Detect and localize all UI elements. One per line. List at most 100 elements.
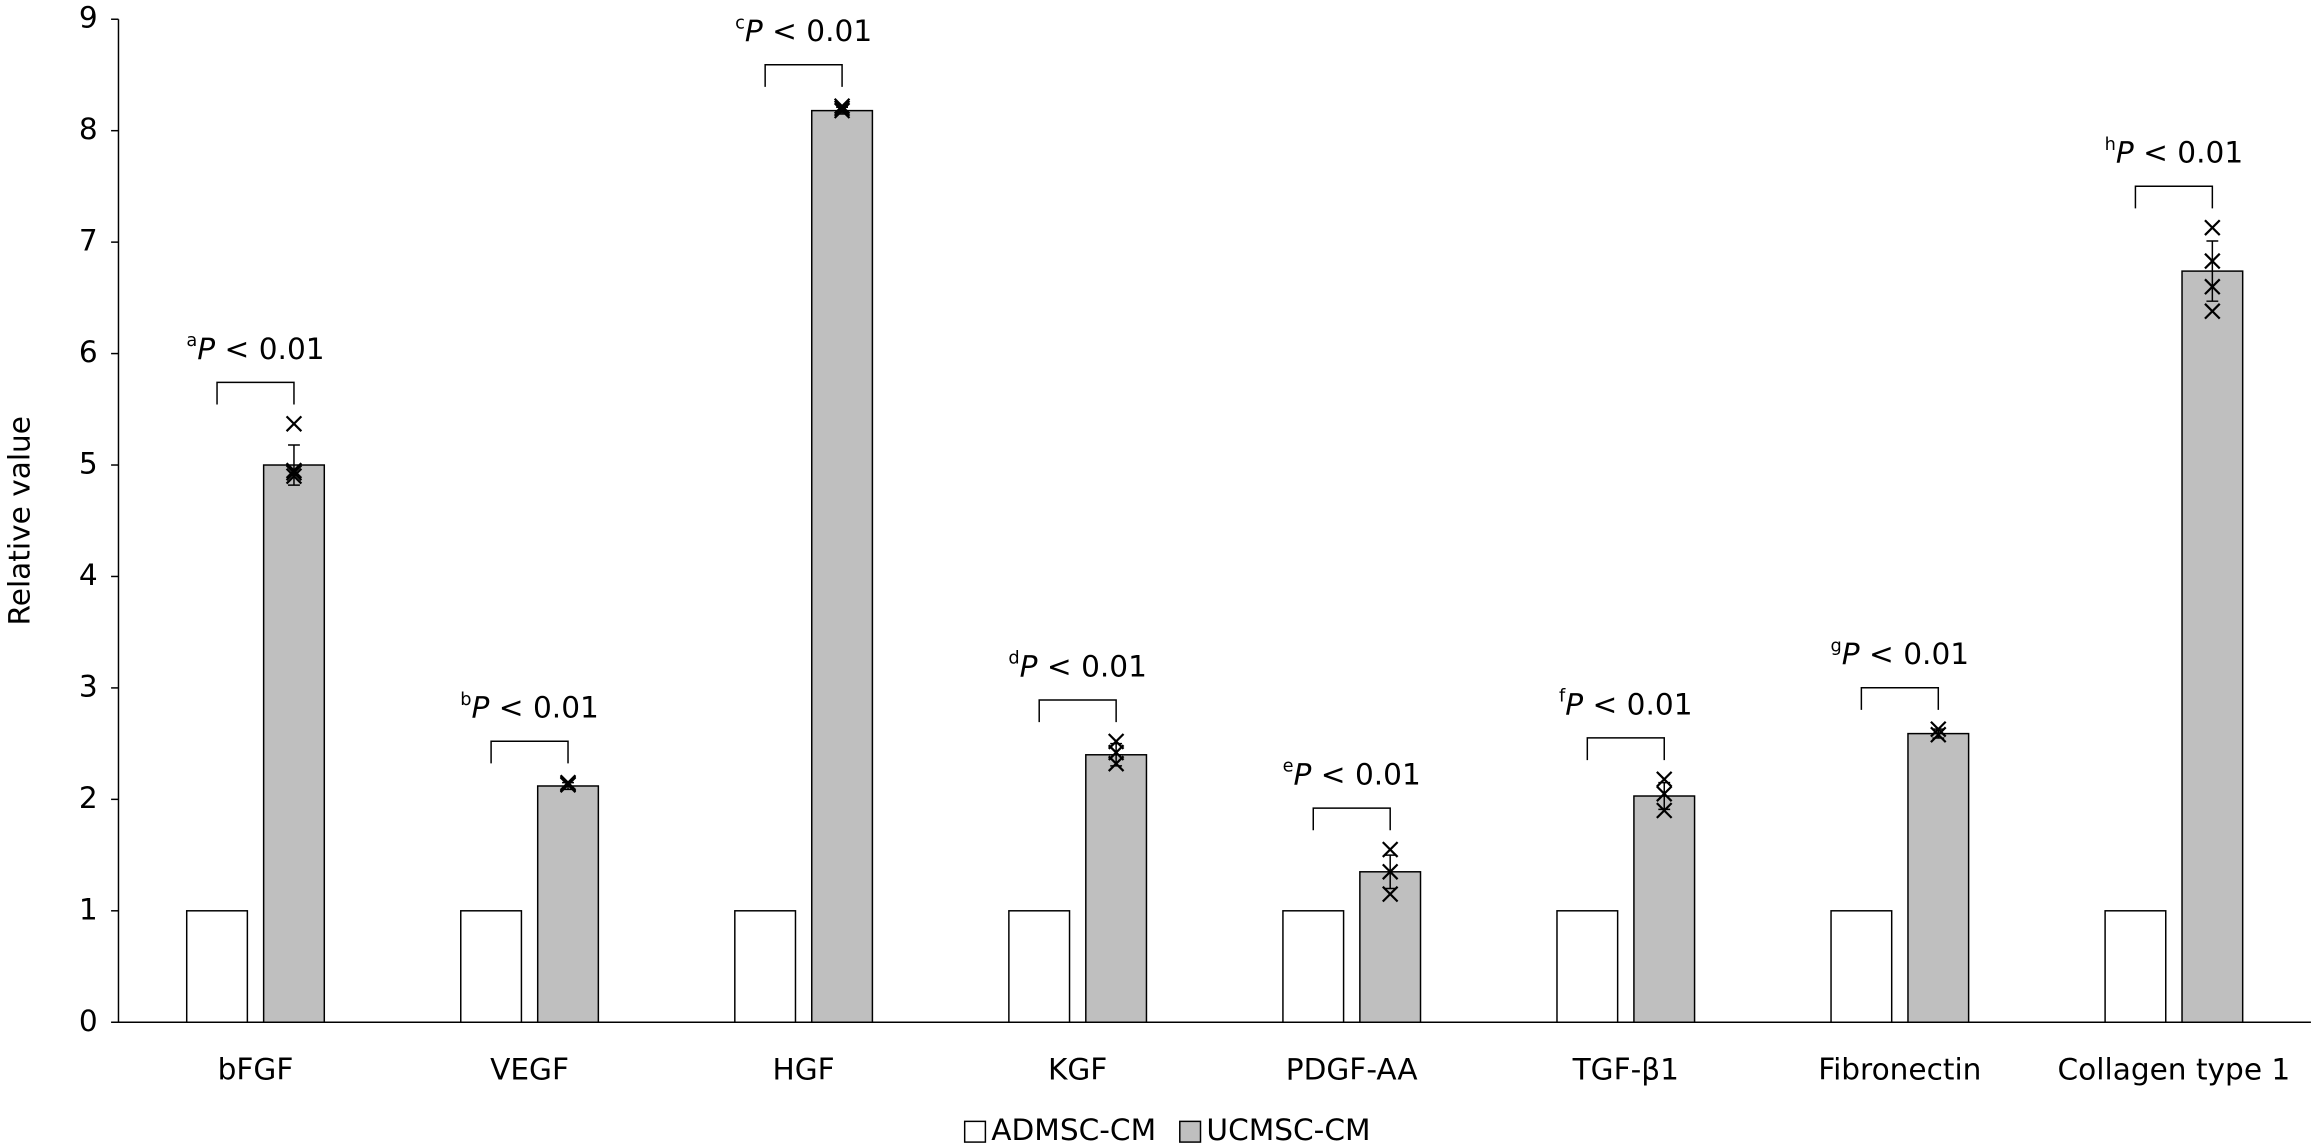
data-point (1382, 863, 1399, 880)
bar (2181, 270, 2244, 1023)
x-tick-label: bFGF (218, 1053, 294, 1087)
annotation-text: < 0.01 (1038, 649, 1147, 683)
legend-swatch (963, 1120, 987, 1143)
annotation-superscript: h (2105, 135, 2116, 155)
y-tick-label: 0 (79, 1004, 98, 1038)
data-point (833, 97, 851, 115)
legend-label: ADMSC-CM (991, 1113, 1156, 1147)
significance-bracket (216, 381, 295, 405)
data-point (285, 415, 303, 432)
significance-bracket (1312, 807, 1391, 831)
data-point (285, 467, 303, 485)
bar (1633, 795, 1696, 1023)
annotation-superscript: d (1008, 649, 1019, 669)
significance-bracket (764, 63, 843, 87)
annotation-superscript: f (1559, 686, 1566, 706)
x-tick-label: Fibronectin (1818, 1053, 1981, 1087)
y-tick-label: 3 (79, 669, 98, 703)
annotation-superscript: b (460, 690, 471, 710)
annotation-italic: P (1842, 637, 1860, 671)
error-bar (288, 444, 300, 486)
bar (1556, 910, 1619, 1023)
y-tick-label: 7 (79, 224, 98, 258)
x-tick-label: KGF (1048, 1053, 1107, 1087)
data-point (559, 775, 577, 792)
annotation-text: < 0.01 (1860, 637, 1969, 671)
data-point (1930, 726, 1947, 743)
annotation-italic: P (1020, 649, 1038, 683)
annotation-text: < 0.01 (2134, 135, 2243, 169)
y-tick-label: 4 (79, 558, 98, 592)
bar (1282, 910, 1345, 1023)
significance-bracket (2134, 185, 2214, 209)
significance-bracket (490, 740, 569, 764)
data-point (2204, 252, 2221, 270)
bar (1907, 732, 1970, 1023)
y-tick-label: 6 (79, 335, 98, 369)
y-axis-label: Relative value (2, 416, 36, 625)
data-point (2204, 278, 2221, 295)
bar (1085, 754, 1148, 1023)
y-tick-label: 8 (79, 112, 98, 146)
data-point (1930, 720, 1947, 738)
x-tick-label: VEGF (490, 1053, 569, 1087)
significance-bracket (1586, 737, 1665, 761)
annotation: eP < 0.01 (1283, 757, 1421, 791)
data-point (833, 100, 851, 117)
legend-label: UCMSC-CM (1206, 1113, 1370, 1147)
error-bar (2206, 240, 2219, 302)
annotation-italic: P (1294, 757, 1312, 791)
data-point (2204, 219, 2221, 236)
bar (1830, 910, 1893, 1023)
data-point (1382, 885, 1399, 903)
data-point (1656, 785, 1673, 802)
annotation: cP < 0.01 (735, 13, 872, 47)
annotation-italic: P (472, 690, 490, 724)
annotation-superscript: e (1283, 757, 1294, 777)
bar (811, 109, 874, 1023)
annotation-text: < 0.01 (1583, 687, 1692, 721)
y-tick-label: 5 (79, 447, 98, 481)
bar (1008, 910, 1071, 1023)
annotation-text: < 0.01 (489, 690, 598, 724)
legend-swatch (1179, 1120, 1202, 1143)
bar (1359, 871, 1422, 1023)
annotation: aP < 0.01 (186, 331, 324, 365)
annotation-superscript: g (1831, 636, 1842, 656)
significance-bracket (1038, 699, 1117, 723)
data-point (1656, 802, 1673, 819)
annotation-italic: P (1565, 687, 1583, 721)
x-tick-label: Collagen type 1 (2058, 1053, 2291, 1087)
annotation: dP < 0.01 (1008, 649, 1147, 683)
data-point (1107, 755, 1125, 772)
bar (185, 910, 249, 1023)
legend: ADMSC-CM UCMSC-CM (963, 1113, 1371, 1147)
x-tick-label: HGF (773, 1053, 835, 1087)
annotation: hP < 0.01 (2105, 135, 2244, 169)
annotation-italic: P (2116, 135, 2134, 169)
bar (536, 785, 600, 1023)
bar (2104, 910, 2167, 1023)
x-tick-label: PDGF-AA (1286, 1053, 1418, 1087)
y-tick-label: 9 (79, 1, 98, 35)
bar (734, 910, 797, 1023)
annotation-text: < 0.01 (215, 331, 324, 365)
data-point (285, 462, 303, 479)
y-tick-label: 2 (79, 781, 98, 815)
data-point (1656, 771, 1673, 788)
y-tick-label: 1 (79, 892, 98, 926)
x-tick-label: TGF-β1 (1572, 1053, 1679, 1087)
annotation-italic: P (745, 14, 763, 48)
bar (460, 910, 523, 1023)
annotation: gP < 0.01 (1831, 636, 1970, 670)
annotation: bP < 0.01 (460, 690, 599, 724)
annotation: fP < 0.01 (1559, 686, 1693, 720)
data-point (833, 102, 851, 119)
bar (262, 464, 326, 1023)
annotation-superscript: c (735, 13, 745, 33)
annotation-italic: P (197, 331, 215, 365)
data-point (1382, 841, 1399, 858)
significance-bracket (1860, 686, 1940, 710)
data-point (285, 464, 303, 482)
